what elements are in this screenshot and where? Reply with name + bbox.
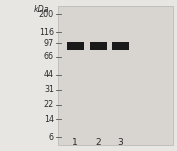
Text: 2: 2 <box>95 138 101 147</box>
Text: 116: 116 <box>39 28 54 37</box>
FancyBboxPatch shape <box>112 43 129 50</box>
Text: 44: 44 <box>44 70 54 79</box>
FancyBboxPatch shape <box>67 42 84 50</box>
Text: 22: 22 <box>44 100 54 109</box>
FancyBboxPatch shape <box>67 43 84 50</box>
Text: 200: 200 <box>39 10 54 19</box>
Text: 66: 66 <box>44 52 54 61</box>
Text: 31: 31 <box>44 85 54 94</box>
Text: kDa: kDa <box>34 5 50 14</box>
Text: 1: 1 <box>72 138 78 147</box>
Text: 97: 97 <box>44 39 54 48</box>
FancyBboxPatch shape <box>90 42 107 50</box>
FancyBboxPatch shape <box>58 6 173 145</box>
Text: 3: 3 <box>118 138 123 147</box>
Text: 14: 14 <box>44 115 54 124</box>
FancyBboxPatch shape <box>90 43 107 50</box>
Text: 6: 6 <box>49 133 54 142</box>
FancyBboxPatch shape <box>112 42 129 50</box>
